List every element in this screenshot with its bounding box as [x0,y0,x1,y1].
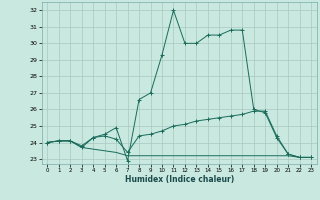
X-axis label: Humidex (Indice chaleur): Humidex (Indice chaleur) [124,175,234,184]
